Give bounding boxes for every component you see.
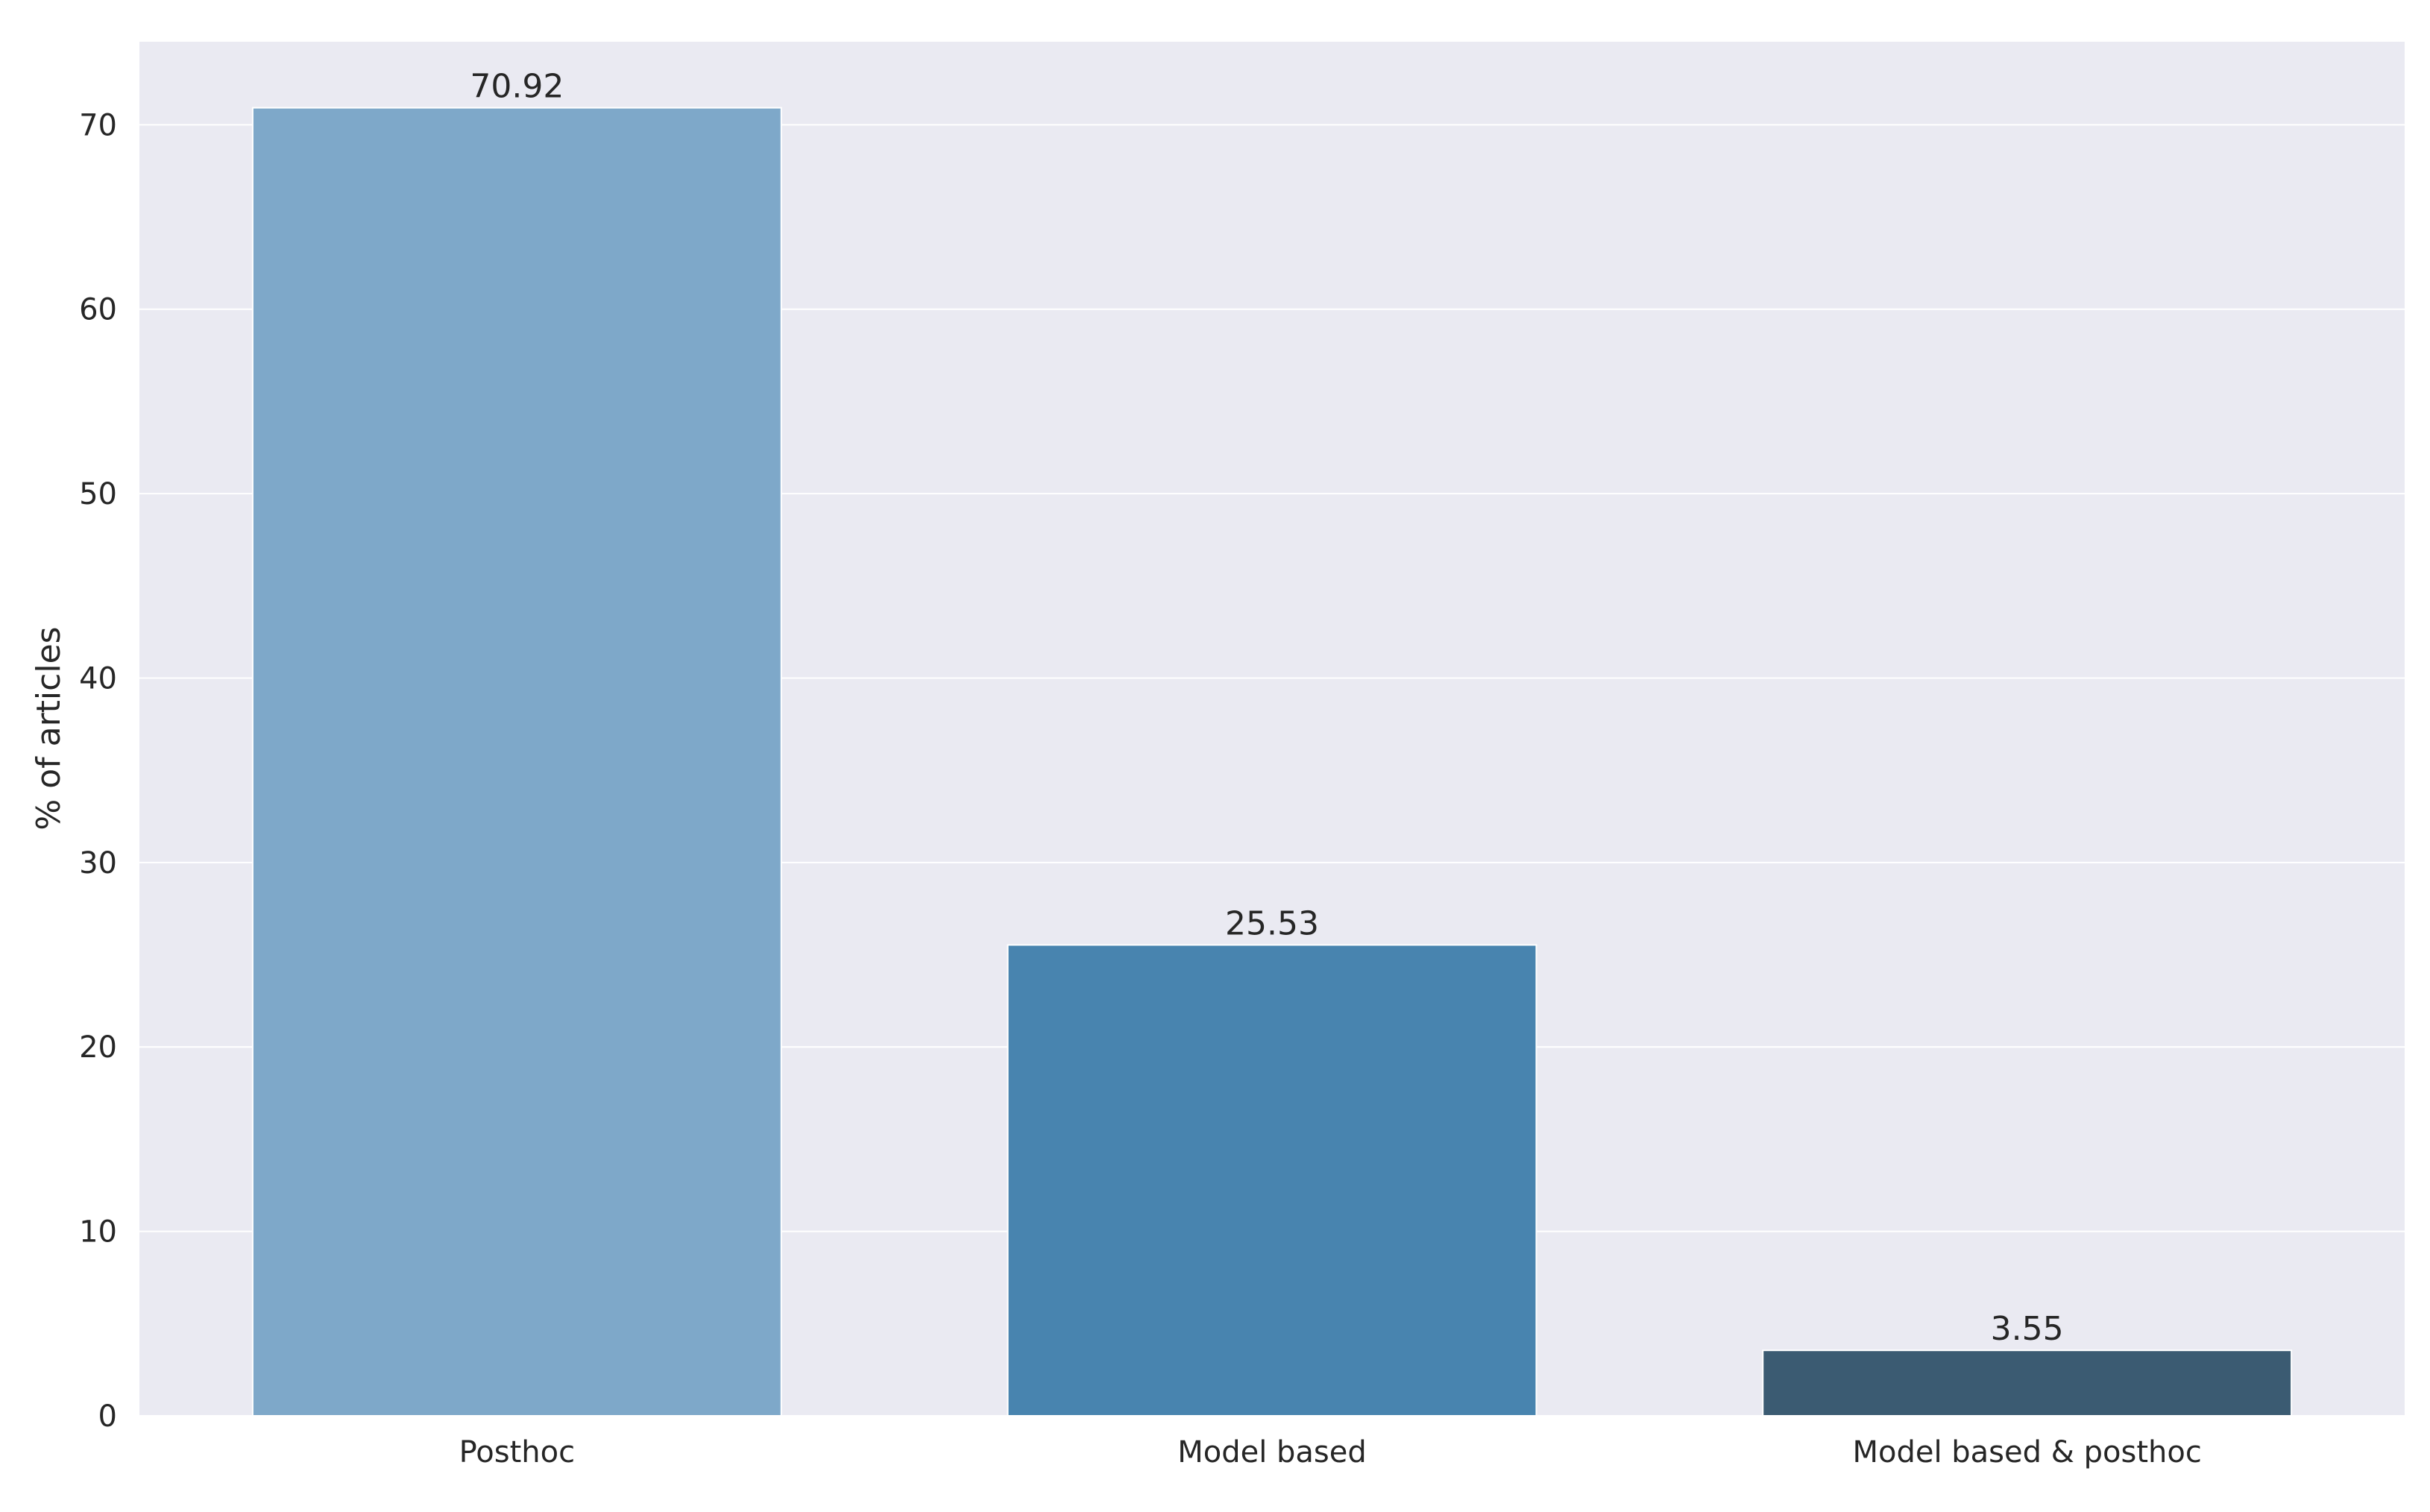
- x-tick-label: Posthoc: [459, 1435, 576, 1470]
- bar-value-label: 70.92: [470, 68, 564, 106]
- bars: [251, 107, 2293, 1417]
- x-tick-label: Model based: [1177, 1435, 1367, 1470]
- bar-value-labels: 70.92 25.53 3.55: [470, 68, 2063, 1349]
- bar-value-label: 25.53: [1225, 904, 1319, 942]
- x-axis-ticks: Posthoc Model based Model based & posthoc: [459, 1435, 2202, 1470]
- y-tick-label: 70: [79, 108, 117, 142]
- y-tick-label: 30: [79, 846, 117, 881]
- bar-model-based-posthoc: [1762, 1349, 2293, 1417]
- y-axis-ticks: 0 10 20 30 40 50 60 70: [79, 108, 117, 1434]
- y-tick-label: 50: [79, 477, 117, 511]
- bar-value-label: 3.55: [1991, 1310, 2064, 1348]
- y-tick-label: 20: [79, 1030, 117, 1065]
- y-tick-label: 10: [79, 1215, 117, 1250]
- x-tick-label: Model based & posthoc: [1852, 1435, 2201, 1470]
- y-tick-label: 40: [79, 661, 117, 696]
- y-tick-label: 60: [79, 293, 117, 327]
- y-axis-title: % of articles: [30, 626, 68, 830]
- bar-posthoc: [251, 107, 782, 1417]
- bar-model-based: [1007, 944, 1537, 1417]
- y-tick-label: 0: [98, 1399, 117, 1434]
